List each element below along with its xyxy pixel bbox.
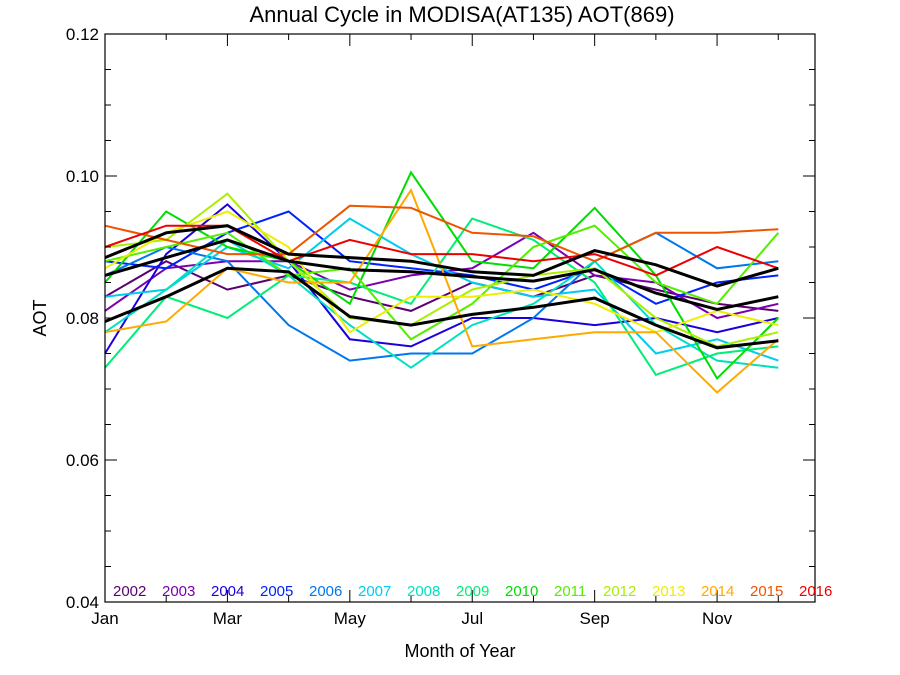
mean-line-1 — [104, 224, 779, 288]
chart-title: Annual Cycle in MODISA(AT135) AOT(869) — [249, 2, 674, 27]
x-tick-label: Nov — [702, 609, 733, 628]
series-line-2012 — [104, 192, 779, 348]
x-tick-label: Jul — [461, 609, 483, 628]
y-tick-label: 0.08 — [66, 309, 99, 328]
legend-entry-2015: 2015 — [750, 583, 783, 600]
series-line-2004 — [104, 203, 779, 355]
legend-entry-2014: 2014 — [701, 583, 734, 600]
y-tick-label: 0.04 — [66, 593, 99, 612]
series-line-2009 — [104, 217, 779, 376]
legend-entry-2009: 2009 — [456, 583, 489, 600]
y-tick-label: 0.10 — [66, 167, 99, 186]
legend-entry-2012: 2012 — [603, 583, 636, 600]
legend-entry-2016: 2016 — [799, 583, 832, 600]
series-line-2005 — [104, 210, 779, 305]
plot-lines — [104, 170, 780, 394]
mean-line-2 — [104, 238, 779, 312]
x-axis-title: Month of Year — [404, 641, 515, 661]
x-tick-label: Sep — [580, 609, 610, 628]
legend-entry-2010: 2010 — [505, 583, 538, 600]
y-tick-label: 0.12 — [66, 25, 99, 44]
x-tick-label: May — [334, 609, 367, 628]
legend-entry-2004: 2004 — [211, 583, 244, 600]
legend-entry-2002: 2002 — [113, 583, 146, 600]
axis-ticks — [104, 33, 815, 603]
legend-entry-2013: 2013 — [652, 583, 685, 600]
legend-entry-2005: 2005 — [260, 583, 293, 600]
legend-entry-2011: 2011 — [554, 583, 586, 600]
y-tick-label: 0.06 — [66, 451, 99, 470]
y-axis-title: AOT — [30, 299, 50, 336]
legend-entry-2006: 2006 — [309, 583, 342, 600]
x-tick-label: Mar — [213, 609, 243, 628]
axis-tick-labels: Jan Mar May Jul Sep Nov 0.04 0.06 0.08 0.10 0.12 — [66, 25, 733, 628]
series-line-2006 — [104, 231, 779, 362]
series-line-2015 — [104, 204, 779, 263]
legend-entry-2003: 2003 — [162, 583, 195, 600]
legend: 2002 2003 2004 2005 2006 2007 2008 2009 2010 2011… — [113, 583, 832, 600]
series-line-2008 — [104, 238, 779, 369]
series-line-2011 — [104, 224, 780, 341]
series-line-2010 — [104, 170, 780, 381]
mean-line-3 — [104, 266, 779, 350]
series-line-2014 — [104, 188, 779, 394]
x-tick-label: Jan — [91, 609, 118, 628]
legend-entry-2007: 2007 — [358, 583, 391, 600]
legend-entry-2008: 2008 — [407, 583, 440, 600]
